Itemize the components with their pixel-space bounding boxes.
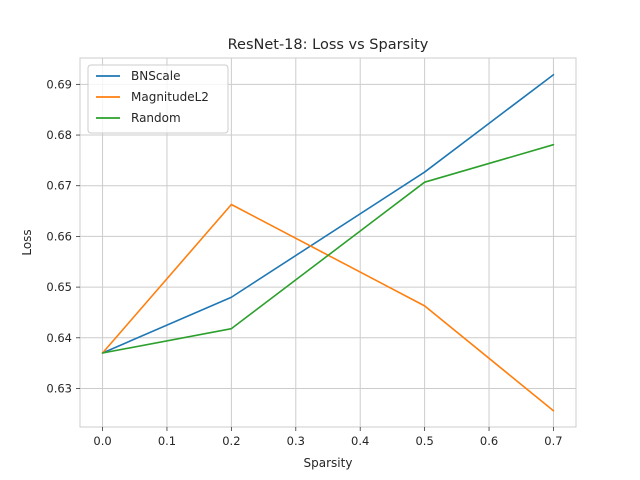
legend-box <box>87 64 229 134</box>
series-line-bnscale <box>101 73 555 354</box>
y-axis-label: Loss <box>20 229 34 255</box>
y-tick-label: 0.66 <box>46 229 72 243</box>
legend: BNScale MagnitudeL2 Random <box>87 64 229 134</box>
x-tick-label: 0.4 <box>351 434 369 448</box>
x-tick-label: 0.0 <box>93 434 111 448</box>
y-tick-label: 0.69 <box>46 77 72 91</box>
y-tick-label: 0.64 <box>46 331 72 345</box>
y-tick-label: 0.68 <box>46 128 72 142</box>
x-tick-label: 0.6 <box>480 434 498 448</box>
legend-label-random: Random <box>131 111 181 125</box>
axis-ticks: 0.0 0.1 0.2 0.3 0.4 0.5 0.6 0.7 0.63 0.64 0.65 0.66… <box>46 77 562 448</box>
y-tick-label: 0.67 <box>46 179 72 193</box>
y-tick-label: 0.63 <box>46 381 72 395</box>
plot-frame <box>79 57 577 428</box>
x-tick-label: 0.7 <box>544 434 562 448</box>
x-tick-label: 0.1 <box>158 434 176 448</box>
legend-label-bnscale: BNScale <box>131 69 181 83</box>
y-tick-label: 0.65 <box>46 280 72 294</box>
x-tick-label: 0.5 <box>415 434 433 448</box>
grid <box>80 58 576 427</box>
legend-label-magnitudel2: MagnitudeL2 <box>131 90 209 104</box>
x-tick-label: 0.2 <box>222 434 240 448</box>
x-tick-label: 0.3 <box>287 434 305 448</box>
series-lines <box>101 73 555 412</box>
chart-title: ResNet-18: Loss vs Sparsity <box>228 37 429 53</box>
x-axis-label: Sparsity <box>304 456 353 470</box>
series-line-random <box>101 143 555 354</box>
